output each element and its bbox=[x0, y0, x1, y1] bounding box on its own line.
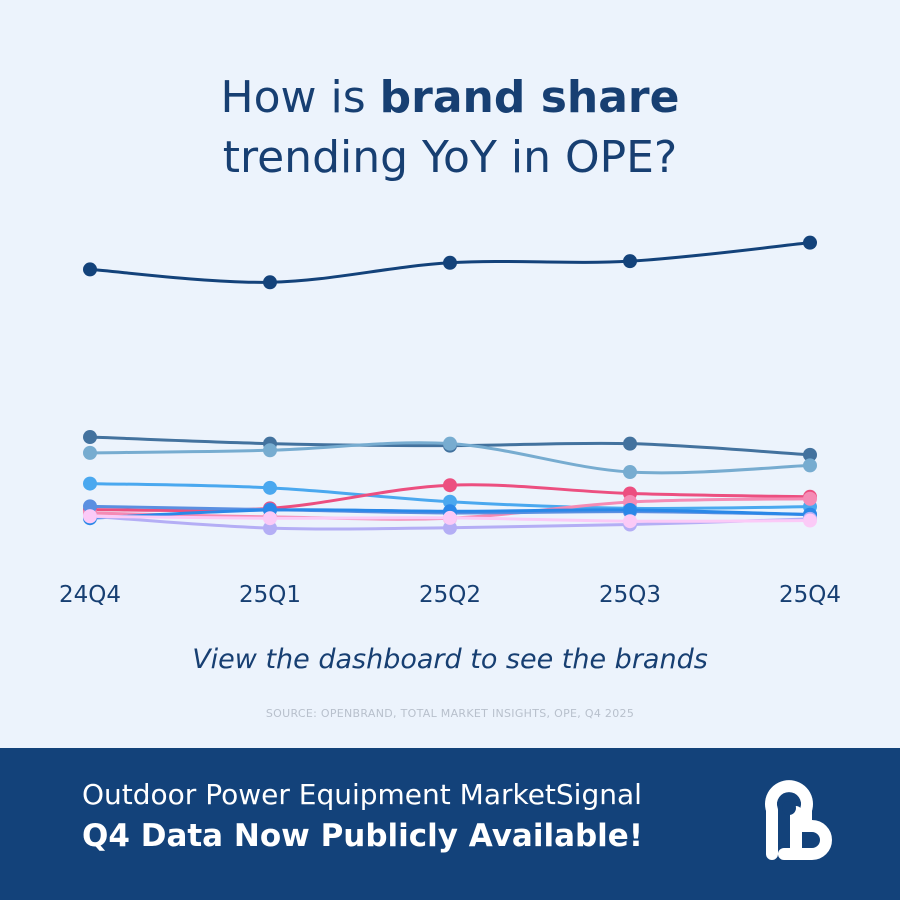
x-tick-label: 25Q4 bbox=[779, 582, 841, 608]
x-tick-label: 25Q3 bbox=[599, 582, 661, 608]
x-tick-label: 25Q1 bbox=[239, 582, 301, 608]
openbrand-logo-icon bbox=[765, 780, 832, 860]
source-note: SOURCE: OPENBRAND, TOTAL MARKET INSIGHTS… bbox=[265, 707, 635, 720]
title-line2: trending YoY in OPE? bbox=[222, 132, 678, 183]
title-prefix: How is bbox=[220, 72, 380, 123]
series-3-point-25Q3 bbox=[623, 465, 637, 480]
x-tick-label: 24Q4 bbox=[59, 582, 121, 608]
series-10-point-24Q4 bbox=[83, 509, 97, 524]
series-3-point-25Q2 bbox=[443, 436, 457, 451]
series-9-point-25Q2 bbox=[443, 520, 457, 535]
line-chart: 24Q4 25Q1 25Q2 25Q3 25Q4 bbox=[59, 235, 841, 608]
series-8-point-25Q3 bbox=[623, 502, 637, 517]
series-4-point-25Q2 bbox=[443, 494, 457, 509]
series-1-point-25Q3 bbox=[623, 254, 637, 269]
x-tick-label: 25Q2 bbox=[419, 582, 481, 608]
title-bold: brand share bbox=[379, 72, 680, 123]
series-10-point-25Q1 bbox=[263, 511, 277, 526]
series-10-point-25Q2 bbox=[443, 510, 457, 525]
series-3-point-25Q4 bbox=[803, 458, 817, 473]
footer-banner: Outdoor Power Equipment MarketSignal Q4 … bbox=[0, 748, 900, 900]
series-10-point-25Q4 bbox=[803, 513, 817, 528]
series-10-point-25Q3 bbox=[623, 514, 637, 529]
series-3-point-24Q4 bbox=[83, 445, 97, 460]
series-1-point-25Q1 bbox=[263, 275, 277, 290]
series-7-point-24Q4 bbox=[83, 499, 97, 514]
series-1-point-25Q2 bbox=[443, 255, 457, 270]
series-4-point-25Q1 bbox=[263, 480, 277, 495]
series-5-point-25Q2 bbox=[443, 478, 457, 493]
series-6-point-25Q4 bbox=[803, 491, 817, 506]
series-1-point-25Q4 bbox=[803, 235, 817, 250]
page-title: How is brand share trending YoY in OPE? bbox=[0, 68, 900, 188]
series-2-point-24Q4 bbox=[83, 430, 97, 445]
series-2-point-25Q3 bbox=[623, 436, 637, 451]
dashboard-cta: View the dashboard to see the brands bbox=[192, 644, 708, 675]
banner-subtitle: Q4 Data Now Publicly Available! bbox=[82, 818, 643, 854]
series-3-point-25Q1 bbox=[263, 443, 277, 458]
series-4-point-24Q4 bbox=[83, 476, 97, 491]
series-1-point-24Q4 bbox=[83, 262, 97, 277]
series-2-point-25Q4 bbox=[803, 447, 817, 462]
banner-title: Outdoor Power Equipment MarketSignal bbox=[82, 778, 642, 811]
series-9-point-25Q1 bbox=[263, 521, 277, 536]
